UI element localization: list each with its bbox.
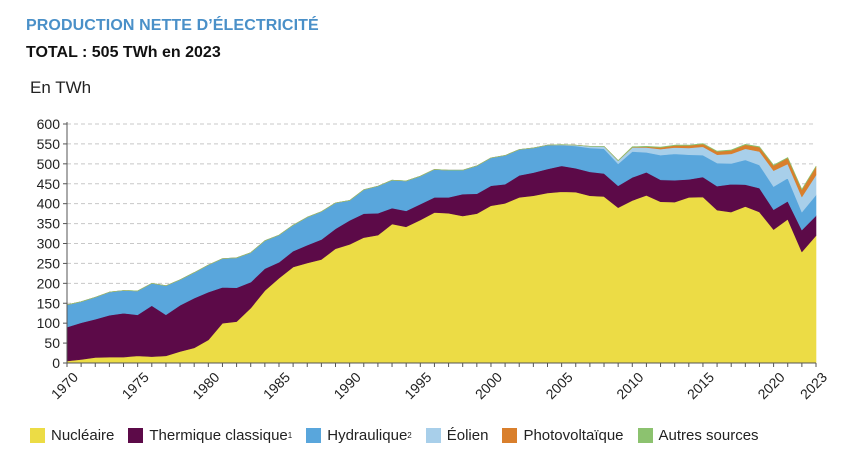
- y-tick-label: 600: [37, 116, 61, 132]
- x-tick-label: 1990: [330, 369, 363, 402]
- legend-item: Thermique classique 1: [128, 427, 292, 444]
- stacked-area-chart: 0 50 100 150 200 250 300 350 400 450 500 550 600 197…: [37, 116, 831, 402]
- y-tick-label: 150: [37, 295, 61, 311]
- x-tick-label: 1985: [260, 369, 293, 402]
- legend-swatch: [128, 428, 144, 443]
- legend-swatch: [30, 428, 45, 443]
- x-tick-label: 2023: [797, 369, 830, 402]
- legend-item: Hydraulique 2: [306, 427, 412, 444]
- chart-title: PRODUCTION NETTE D’ÉLECTRICITÉ: [26, 17, 319, 34]
- legend-footnote-mark: 1: [287, 431, 293, 440]
- legend-item: Autres sources: [637, 427, 759, 444]
- legend: Nucléaire Thermique classique 1 Hydraulique…: [30, 427, 773, 444]
- x-tick-label: 1995: [401, 369, 434, 402]
- y-tick-label: 450: [37, 176, 61, 192]
- x-tick-label: 1980: [189, 369, 222, 402]
- x-tick-label: 1975: [119, 369, 152, 402]
- axes: [63, 122, 817, 367]
- y-tick-labels: 0 50 100 150 200 250 300 350 400 450 500 550 600: [37, 116, 61, 371]
- x-tick-label: 1970: [48, 369, 81, 402]
- y-tick-label: 250: [37, 255, 61, 271]
- x-tick-label: 2010: [613, 369, 646, 402]
- legend-item: Éolien: [425, 427, 489, 444]
- legend-item: Nucléaire: [30, 427, 114, 444]
- x-tick-label: 2015: [684, 369, 717, 402]
- x-tick-labels: 1970 1975 1980 1985 1990 1995 2000 2005 2010 2015…: [48, 369, 830, 402]
- legend-label: Nucléaire: [51, 427, 115, 444]
- area-series-5: [66, 143, 817, 306]
- legend-swatch: [637, 428, 653, 443]
- legend-footnote-mark: 2: [407, 431, 412, 440]
- y-tick-label: 350: [37, 216, 61, 232]
- series-areas: [66, 143, 817, 364]
- legend-swatch: [502, 428, 518, 443]
- y-tick-label: 50: [44, 335, 60, 351]
- x-tick-label: 2000: [472, 369, 505, 402]
- x-tick-label: 2020: [754, 369, 787, 402]
- y-tick-label: 100: [37, 315, 61, 331]
- legend-label: Thermique classique: [149, 427, 288, 444]
- legend-swatch: [425, 428, 441, 443]
- x-tick-label: 2005: [542, 369, 575, 402]
- y-tick-label: 400: [37, 196, 61, 212]
- y-tick-label: 200: [37, 275, 61, 291]
- chart-subtitle: TOTAL : 505 TWh en 2023: [26, 44, 221, 61]
- y-tick-label: 0: [52, 355, 60, 371]
- legend-label: Éolien: [446, 427, 489, 444]
- y-axis-unit-label: En TWh: [30, 78, 92, 97]
- legend-label: Autres sources: [658, 427, 759, 444]
- y-tick-label: 550: [37, 136, 61, 152]
- legend-swatch: [306, 428, 322, 443]
- y-tick-label: 500: [37, 156, 61, 172]
- legend-label: Hydraulique: [327, 427, 408, 444]
- y-tick-label: 300: [37, 236, 61, 252]
- legend-label: Photovoltaïque: [523, 427, 624, 444]
- legend-item: Photovoltaïque: [502, 427, 624, 444]
